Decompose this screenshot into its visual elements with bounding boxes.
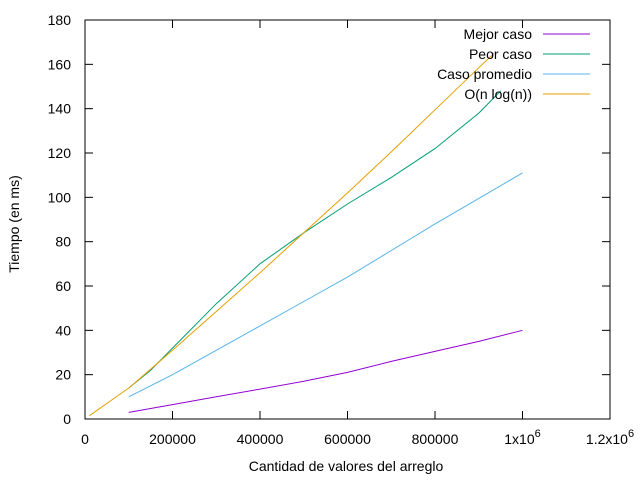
axis-ticks: 0 20 40 60 80 100 120 140 160 180 0 200000 400000 600… [48,12,634,447]
y-tick-label: 100 [48,189,72,205]
y-tick-label: 140 [48,101,72,117]
legend-label: O(n log(n)) [464,86,532,102]
x-tick-label: 0 [81,431,89,447]
series-line-mejor-caso [128,329,523,413]
series-lines [89,52,523,417]
series-line-caso-promedio [128,172,523,398]
x-tick-label: 200000 [149,431,196,447]
x-tick-label: 800000 [412,431,459,447]
plot-frame [84,19,611,420]
y-tick-label: 80 [55,234,71,250]
y-tick-label: 180 [48,12,72,28]
y-tick-label: 120 [48,145,72,161]
legend: Mejor caso Peor caso Caso promedio O(n log(… [437,26,590,102]
legend-label: Caso promedio [437,66,532,82]
y-tick-label: 160 [48,56,72,72]
x-axis-label: Cantidad de valores del arreglo [249,458,444,474]
y-tick-label: 0 [63,411,71,427]
x-tick-label: 1x106 [504,428,540,447]
legend-label: Peor caso [469,46,532,62]
series-line-peor-caso [128,90,501,389]
x-tick-label: 600000 [324,431,371,447]
x-tick-label: 400000 [237,431,284,447]
x-tick-label: 1.2x106 [586,428,634,447]
y-tick-label: 40 [55,322,71,338]
legend-label: Mejor caso [464,26,533,42]
y-tick-label: 60 [55,278,71,294]
y-axis-label: Tiempo (en ms) [6,175,22,273]
y-tick-label: 20 [55,367,71,383]
series-line-o-n-log-n [89,52,495,417]
